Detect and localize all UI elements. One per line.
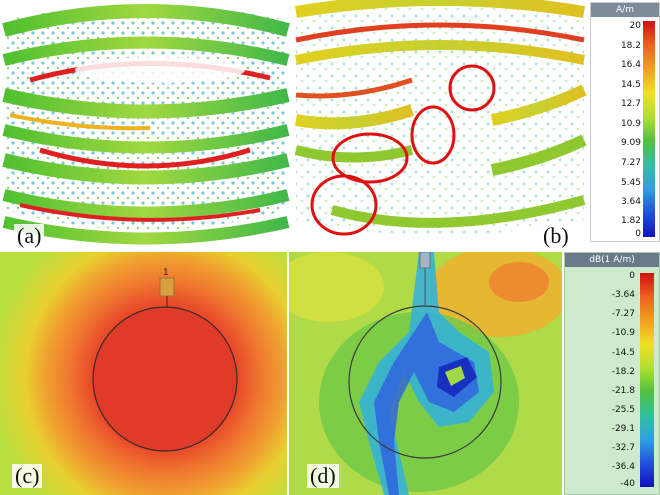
panel-d-graphic (289, 252, 562, 495)
legend-bottom-tick-2: -7.27 (611, 309, 635, 319)
legend-top-header (591, 3, 659, 17)
legend-top-tick-6: 9.09 (620, 138, 641, 148)
legend-top-tick-1: 18.2 (620, 41, 641, 51)
panel-b-current-3d: (b) (292, 0, 588, 248)
panel-c-graphic (0, 252, 287, 495)
legend-top-tick-7: 7.27 (620, 158, 641, 168)
panel-c-label: (c) (12, 464, 43, 488)
panel-b-graphic (294, 0, 587, 236)
panel-d-field-map: (d) (289, 252, 562, 495)
feed-port-d (419, 252, 431, 269)
panel-b-label: (b) (540, 224, 572, 248)
legend-top-tick-2: 16.4 (620, 60, 641, 70)
legend-top-tick-10: 1.82 (620, 216, 641, 226)
port-label-c: 1 (163, 268, 169, 278)
legend-bottom-unit: dB(1 A/m) (589, 255, 635, 265)
legend-bottom-header (565, 253, 659, 267)
legend-top-tick-5: 10.9 (620, 119, 641, 129)
legend-top-tick-4: 12.7 (620, 99, 641, 109)
panel-a-graphic (2, 4, 290, 245)
legend-bottom-colorbar (640, 273, 654, 487)
panel-d-label: (d) (307, 464, 339, 488)
legend-bottom-tick-9: -32.7 (611, 443, 635, 453)
legend-bottom-tick-6: -21.8 (611, 386, 635, 396)
legend-bottom-tick-7: -25.5 (611, 405, 635, 415)
legend-top-tick-9: 3.64 (620, 197, 641, 207)
panel-c-field-map: 1 (c) (0, 252, 287, 495)
legend-top-tick-3: 14.5 (620, 80, 641, 90)
legend-bottom-tick-8: -29.1 (611, 424, 635, 434)
legend-top-tick-8: 5.45 (620, 178, 641, 188)
legend-bottom-tick-5: -18.2 (611, 367, 635, 377)
coil-top-opening (75, 57, 245, 83)
legend-top: A/m 20 18.2 16.4 14.5 12.7 10.9 9.09 7.2… (590, 2, 660, 242)
highlight-circles (310, 64, 496, 236)
legend-bottom-tick-3: -10.9 (611, 328, 635, 338)
legend-bottom-tick-0: 0 (629, 271, 635, 281)
feed-port-c (159, 277, 175, 297)
legend-top-unit: A/m (616, 5, 634, 15)
coil-outline-c (92, 306, 238, 452)
panel-a-label: (a) (14, 224, 45, 248)
panel-a-current-3d: (a) (0, 0, 292, 248)
legend-top-colorbar (643, 21, 655, 237)
coil-bands-b (294, 0, 587, 228)
legend-bottom: dB(1 A/m) 0 -3.64 -7.27 -10.9 -14.5 -18.… (564, 252, 660, 495)
legend-top-tick-0: 20 (629, 21, 641, 31)
legend-bottom-tick-11: -40 (620, 479, 635, 489)
legend-bottom-tick-10: -36.4 (611, 462, 635, 472)
legend-bottom-tick-1: -3.64 (611, 290, 635, 300)
legend-bottom-tick-4: -14.5 (611, 348, 635, 358)
legend-top-tick-11: 0 (635, 229, 641, 239)
low-field-regions-d (359, 252, 494, 495)
